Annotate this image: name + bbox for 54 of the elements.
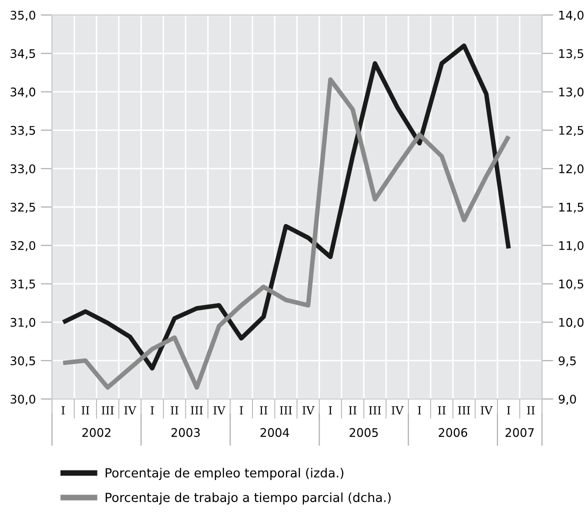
x-tick-label: IV [302, 406, 315, 414]
y-tick-label: 30,5 [10, 356, 35, 366]
text: 2004 [260, 428, 290, 437]
x-tick-label: I [150, 406, 154, 414]
y-tick-label: 34,5 [10, 49, 35, 60]
x-tick-label: III [280, 406, 292, 414]
x-tick-label: IV [124, 406, 136, 414]
x-tick-label: I [507, 406, 510, 414]
x-tick-label: II [527, 406, 535, 414]
y-tick-label: 35,0 [10, 10, 36, 21]
y2-tick-label: 12,5 [559, 126, 584, 136]
y2-tick-label: 10,5 [559, 280, 584, 290]
y-tick-label: 33,5 [10, 126, 35, 136]
x-tick-label: II [438, 406, 446, 414]
x-tick-label: III [368, 406, 381, 414]
y2-tick-label: 9,0 [558, 394, 576, 405]
y2-tick-label: 12,0 [559, 164, 584, 174]
y-tick-label: 32,5 [10, 202, 35, 213]
y-tick-label: 30,0 [10, 394, 36, 405]
y-tick-label: 34,0 [10, 88, 36, 98]
legend-label: Porcentaje de empleo temporal (izda.) [106, 468, 344, 480]
y-tick-label: 32,0 [10, 241, 36, 252]
text: 2005 [350, 428, 378, 437]
x-tick-label: I [418, 406, 422, 414]
legend-label: Porcentaje de trabajo a tiempo parcial (dcha.) [106, 492, 391, 505]
x-tick-label: I [328, 406, 332, 414]
x-tick-label: I [62, 406, 65, 414]
line-series [60, 43, 511, 371]
x-tick-label: II [348, 406, 356, 414]
x-tick-label: IV [392, 406, 404, 414]
text: 2006 [438, 428, 468, 437]
y2-tick-label: 9,5 [558, 356, 576, 366]
x-tick-label: IV [480, 406, 493, 414]
text: 2007 [506, 428, 534, 437]
x-tick-label: II [170, 406, 178, 414]
line-series [60, 77, 511, 390]
text: 2003 [171, 428, 200, 437]
y2-tick-label: 13,5 [559, 49, 584, 60]
y-tick-label: 33,0 [10, 164, 36, 174]
y2-tick-label: 11,5 [559, 202, 584, 213]
x-tick-label: I [240, 406, 243, 414]
y2-tick-label: 14,0 [559, 10, 584, 21]
x-tick-label: III [102, 406, 114, 414]
y2-tick-label: 10,0 [559, 318, 584, 328]
x-tick-label: III [190, 406, 203, 414]
x-tick-label: II [82, 406, 90, 414]
y-tick-label: 31,5 [10, 280, 35, 290]
text: 2002 [82, 428, 110, 437]
x-tick-label: II [260, 406, 268, 414]
y-tick-label: 31,0 [10, 318, 36, 328]
x-tick-label: IV [213, 406, 226, 414]
x-tick-label: III [458, 406, 470, 414]
y2-tick-label: 11,0 [559, 241, 584, 252]
y2-tick-label: 13,0 [559, 88, 584, 98]
